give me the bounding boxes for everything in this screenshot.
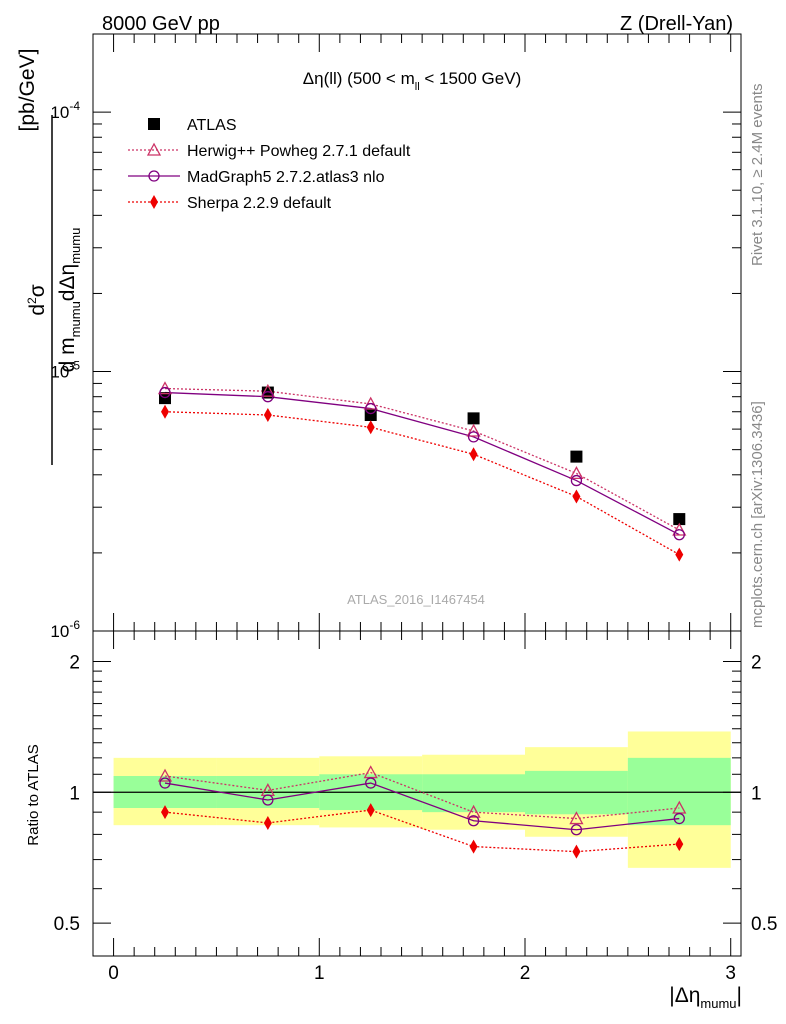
ratio-point-s1-4 (570, 824, 583, 836)
watermark: ATLAS_2016_I1467454 (347, 592, 485, 607)
ratio-point-s1-2 (365, 777, 377, 789)
ratio-point-s2-2 (366, 803, 375, 818)
ratio-ylabel: Ratio to ATLAS (25, 744, 42, 845)
xtick-label: 2 (520, 963, 531, 984)
main-point-s2-4 (570, 474, 583, 487)
header-right: Z (Drell-Yan) (620, 13, 733, 35)
main-series-line-1 (164, 387, 680, 531)
ratio-ytick-label-right: 2 (751, 652, 762, 673)
rivet-label: Rivet 3.1.10, ≥ 2.4M events (749, 84, 766, 267)
ratio-point-s2-0 (161, 805, 169, 820)
legend-label-3: Sherpa 2.2.9 default (187, 195, 332, 212)
ratio-point-s1-0 (159, 777, 171, 789)
main-point-s3-0 (161, 404, 169, 419)
ratio-series-line-2 (164, 809, 680, 853)
main-point-s3-3 (469, 447, 478, 462)
main-ytick-label: 10-4 (50, 99, 80, 122)
legend-marker-2 (148, 170, 160, 182)
main-point-s1-4 (569, 466, 584, 480)
ratio-ytick-label: 1 (69, 783, 80, 804)
main-series-line-2 (164, 391, 680, 536)
legend-marker-1 (146, 142, 162, 156)
ratio-point-s0-3 (466, 804, 481, 818)
legend-marker-3 (150, 195, 158, 209)
ratio-ytick-label: 0.5 (54, 914, 80, 935)
mcplots-label: mcplots.cern.ch [arXiv:1306.3436] (749, 401, 766, 628)
ratio-point-s1-5 (673, 812, 685, 825)
main-title: Δη(ll) (500 < mll < 1500 GeV) (303, 69, 521, 93)
svg-text:[pb/GeV]: [pb/GeV] (16, 49, 39, 132)
ratio-series-line-1 (164, 782, 680, 831)
xtick-label: 1 (314, 963, 325, 984)
main-series-line-3 (164, 411, 680, 556)
main-point-s1-1 (260, 383, 275, 397)
main-point-s2-2 (365, 402, 377, 415)
legend-marker-0 (148, 118, 160, 130)
ratio-point-s0-4 (569, 811, 584, 825)
main-ytick-label: 10-5 (50, 359, 80, 382)
main-point-s1-5 (672, 522, 687, 536)
main-point-s2-3 (467, 431, 480, 443)
xtick-label: 3 (725, 963, 736, 984)
svg-text:d mmumudΔηmumu: d mmumudΔηmumu (56, 228, 83, 373)
main-point-s2-5 (673, 529, 685, 541)
ratio-point-s0-0 (157, 768, 173, 782)
legend-label-2: MadGraph5 2.7.2.atlas3 nlo (187, 169, 385, 186)
ratio-ytick-label-right: 0.5 (751, 914, 777, 935)
main-point-s1-3 (466, 423, 481, 437)
main-point-s3-5 (675, 547, 684, 562)
ratio-frame (92, 630, 742, 957)
legend-label-0: ATLAS (187, 117, 237, 134)
main-ytick-label: 10-6 (50, 618, 80, 641)
main-point-s3-1 (263, 408, 272, 423)
xtick-label: 0 (108, 963, 119, 984)
main-point-s0-5 (673, 513, 686, 526)
legend: ATLAS Herwig++ Powheg 2.7.1 default MadGra… (128, 117, 411, 212)
ratio-point-s2-5 (675, 837, 684, 852)
main-point-s0-4 (570, 450, 583, 463)
band-inner-5 (627, 757, 731, 826)
main-point-s0-3 (467, 412, 480, 425)
main-point-s3-4 (572, 489, 581, 504)
main-point-s2-0 (159, 386, 171, 399)
ratio-ytick-label: 2 (69, 652, 80, 673)
ratio-point-s2-1 (263, 815, 272, 830)
ratio-panel: 0.5 0.5 1 1 2 2 0 1 2 3 Ratio to ATLAS (25, 630, 777, 984)
ratio-point-s2-3 (469, 839, 478, 854)
main-point-s2-1 (262, 391, 274, 403)
ratio-point-s2-4 (572, 844, 581, 859)
ratio-ytick-label-right: 1 (751, 783, 762, 804)
main-point-s1-2 (363, 396, 378, 410)
main-point-s3-2 (366, 420, 375, 435)
svg-text:d2σ: d2σ (25, 284, 49, 315)
header-left: 8000 GeV pp (102, 13, 220, 35)
x-axis-label: |Δηmumu| (669, 984, 742, 1011)
main-panel: 10-6 10-5 10-4 Δη(ll) (500 < mll < 1500 Ge… (50, 33, 742, 641)
legend-label-1: Herwig++ Powheg 2.7.1 default (187, 143, 411, 160)
ratio-point-s1-3 (467, 815, 480, 827)
ratio-point-s1-1 (262, 794, 274, 806)
